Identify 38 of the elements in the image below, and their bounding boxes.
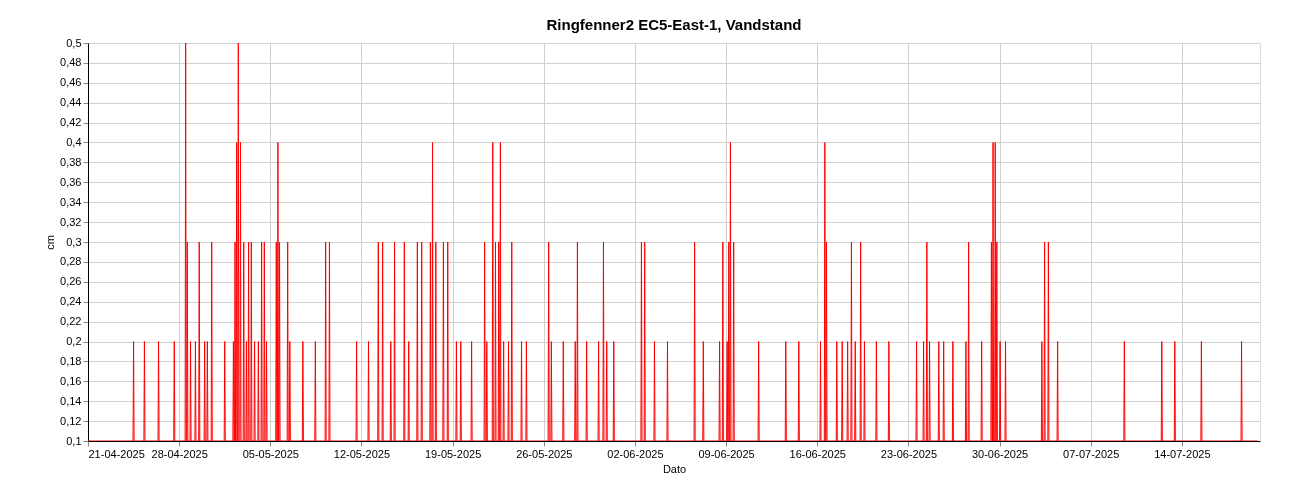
y-tick-label: 0,18 xyxy=(60,354,82,367)
y-tick-label: 0,32 xyxy=(60,215,82,228)
x-tick-label: 30-06-2025 xyxy=(971,447,1029,460)
x-tick-label: 09-06-2025 xyxy=(698,447,755,460)
y-tick-label: 0,5 xyxy=(66,36,82,49)
y-tick-label: 0,16 xyxy=(60,374,82,387)
x-tick-label: 05-05-2025 xyxy=(242,447,299,460)
x-tick-label: 14-07-2025 xyxy=(1154,447,1211,460)
y-tick-label: 0,28 xyxy=(60,255,82,268)
y-tick-label: 0,38 xyxy=(60,155,82,168)
x-tick-label: 12-05-2025 xyxy=(333,447,391,460)
y-tick-label: 0,4 xyxy=(66,136,82,148)
y-tick-label: 0,42 xyxy=(60,116,82,129)
x-tick-label: 26-05-2025 xyxy=(516,447,573,460)
x-tick-label: 19-05-2025 xyxy=(424,447,482,460)
x-tick-label: 07-07-2025 xyxy=(1063,447,1120,460)
x-tick-label: 02-06-2025 xyxy=(607,447,664,460)
x-axis-title: Dato xyxy=(662,462,687,475)
x-tick-label: 16-06-2025 xyxy=(789,447,846,460)
y-tick-label: 0,12 xyxy=(60,414,82,427)
x-tick-label: 21-04-2025 xyxy=(88,447,145,460)
x-tick-label: 23-06-2025 xyxy=(880,447,938,460)
y-tick-label: 0,1 xyxy=(66,434,82,447)
y-tick-label: 0,44 xyxy=(60,96,82,109)
y-tick-label: 0,34 xyxy=(60,195,82,208)
y-tick-label: 0,22 xyxy=(60,315,82,328)
y-tick-label: 0,3 xyxy=(66,235,82,248)
y-tick-label: 0,24 xyxy=(60,295,82,308)
y-tick-label: 0,48 xyxy=(60,56,82,69)
y-tick-label: 0,26 xyxy=(60,275,82,288)
y-tick-label: 0,14 xyxy=(60,394,82,407)
y-tick-label: 0,46 xyxy=(60,76,82,89)
y-tick-label: 0,2 xyxy=(66,335,82,347)
chart-title: Ringfenner2 EC5-East-1, Vandstand xyxy=(546,16,802,33)
y-axis-title: cm xyxy=(44,235,57,250)
line-series xyxy=(88,43,1259,441)
x-tick-label: 28-04-2025 xyxy=(151,447,208,460)
y-tick-label: 0,36 xyxy=(60,175,82,188)
